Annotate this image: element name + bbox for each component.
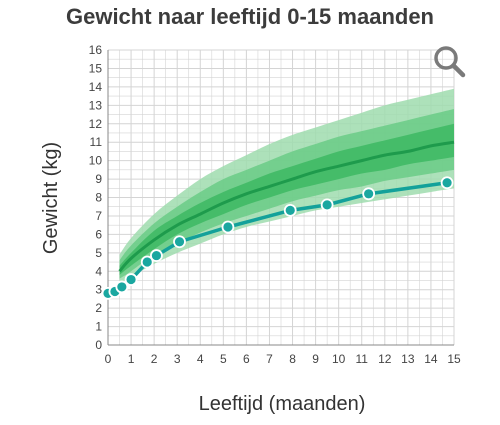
- x-tick-label: 7: [266, 352, 273, 366]
- weight-point: [124, 273, 138, 286]
- weight-point: [320, 198, 334, 212]
- weight-series: [101, 176, 454, 300]
- x-tick-label: 12: [378, 352, 392, 366]
- y-tick-label: 16: [89, 43, 103, 57]
- y-tick-label: 12: [89, 117, 103, 131]
- x-tick-label: 2: [151, 352, 158, 366]
- x-tick-label: 10: [332, 352, 346, 366]
- magnifier-icon: [434, 46, 466, 78]
- y-tick-label: 14: [89, 80, 103, 94]
- weight-point: [221, 220, 235, 234]
- median-line: [118, 140, 455, 273]
- x-axis-label: Leeftijd (maanden): [199, 393, 366, 415]
- x-tick-label: 1: [128, 352, 135, 366]
- y-tick-label: 0: [95, 338, 102, 352]
- y-tick-label: 1: [95, 320, 102, 334]
- x-tick-label: 11: [355, 352, 368, 366]
- median-curve: [118, 140, 455, 273]
- y-tick-label: 3: [95, 283, 102, 297]
- y-tick-label: 2: [95, 301, 102, 315]
- x-tick-label: 4: [197, 352, 204, 366]
- x-tick-label: 6: [243, 352, 250, 366]
- weight-point: [283, 204, 297, 217]
- x-tick-label: 5: [220, 352, 227, 366]
- y-tick-label: 13: [89, 98, 103, 112]
- y-tick-label: 11: [90, 135, 103, 149]
- y-axis-label: Gewicht (kg): [40, 142, 62, 254]
- y-tick-label: 10: [89, 154, 103, 168]
- zoom-button[interactable]: [430, 42, 470, 82]
- weight-point: [440, 176, 454, 190]
- y-tick-label: 8: [95, 191, 102, 205]
- x-tick-label: 3: [174, 352, 181, 366]
- percentile-band-inner: [119, 123, 455, 275]
- weight-point: [140, 255, 154, 269]
- x-tick-label: 9: [312, 352, 319, 366]
- y-tick-label: 7: [95, 209, 102, 223]
- y-tick-label: 15: [89, 61, 103, 75]
- chart-title: Gewicht naar leeftijd 0-15 maanden: [65, 4, 434, 29]
- x-tick-label: 13: [401, 352, 415, 366]
- y-tick-label: 4: [95, 264, 102, 278]
- weight-point: [173, 235, 186, 249]
- x-tick-label: 8: [289, 352, 296, 366]
- tick-labels: 0 1 2 3 4 5 6 7 8 9 10 11 12 13 14 15012345678910111213…: [89, 43, 461, 366]
- weight-point: [115, 280, 129, 294]
- y-tick-label: 9: [95, 172, 102, 186]
- weight-point: [362, 187, 376, 201]
- x-tick-label: 14: [424, 352, 438, 366]
- percentile-bands: [119, 88, 455, 285]
- y-tick-label: 5: [95, 246, 102, 260]
- y-tick-label: 6: [95, 227, 102, 241]
- weight-point: [150, 249, 163, 262]
- x-tick-label: 0: [105, 352, 112, 366]
- x-tick-label: 15: [447, 352, 461, 366]
